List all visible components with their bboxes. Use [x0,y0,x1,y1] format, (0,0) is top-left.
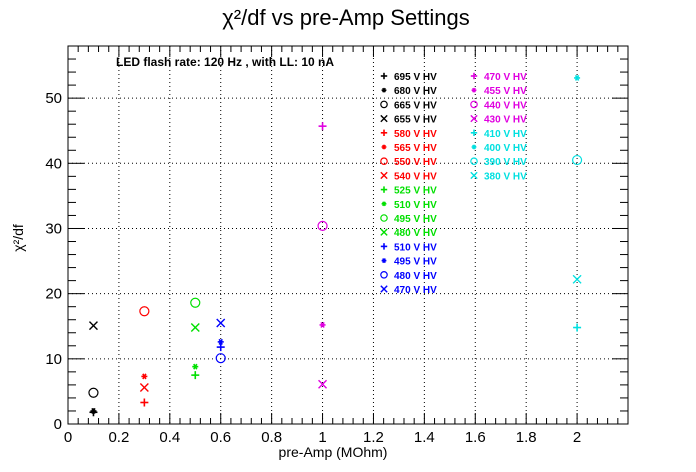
data-point [90,407,97,414]
data-point [190,323,200,333]
legend-label: 510 V HV [394,242,437,253]
y-tick-label: 0 [54,416,62,433]
x-tick-label: 0.6 [210,429,231,446]
legend-label: 390 V HV [484,157,527,168]
legend-label: 400 V HV [484,143,527,154]
data-point [139,383,149,392]
legend-label: 525 V HV [394,186,437,197]
legend-entry: 430 V HV [470,115,527,126]
x-tick-label: 1.8 [516,429,537,446]
legend-label: 430 V HV [484,115,527,126]
legend-label: 380 V HV [484,171,527,182]
x-tick-label: 1.6 [465,429,486,446]
y-axis-title: χ²/df [10,224,26,252]
grid-lines [67,46,628,425]
legend-entry: 380 V HV [470,171,527,182]
data-point [88,387,99,398]
chart-annotation: LED flash rate: 120 Hz , with LL: 10 nA [116,55,334,69]
data-point [215,353,226,364]
data-point [216,318,226,328]
legend-label: 550 V HV [394,157,437,168]
legend-label: 470 V HV [484,72,527,83]
data-point [140,398,149,407]
data-point [190,297,201,308]
data-point [191,371,200,380]
data-point [139,306,150,317]
legend-entry: 480 V HV [380,228,437,239]
x-tick-label: 1.4 [414,429,435,446]
data-point [217,338,224,345]
legend-entry: 480 V HV [380,271,437,282]
legend-label: 480 V HV [394,228,437,239]
data-point [141,373,148,380]
legend-label: 510 V HV [394,200,437,211]
legend-entry: 655 V HV [380,115,437,126]
legend-label: 665 V HV [394,100,437,111]
x-axis-title: pre-Amp (MOhm) [279,444,388,460]
y-tick-label: 20 [45,286,62,303]
y-tick-label: 10 [45,351,62,368]
legend-label: 540 V HV [394,171,437,182]
x-tick-label: 0.2 [108,429,129,446]
legend-label: 565 V HV [394,143,437,154]
legend-label: 695 V HV [394,72,437,83]
data-point [573,323,582,332]
legend-label: 680 V HV [394,86,437,97]
legend-label: 410 V HV [484,129,527,140]
legend-entry: 410 V HV [470,129,527,140]
legend-entry: 550 V HV [380,157,437,168]
legend-entry: 565 V HV [381,143,437,154]
legend-entry: 440 V HV [470,100,527,111]
plot-frame [67,45,629,425]
legend-label: 655 V HV [394,115,437,126]
data-point [318,122,327,131]
x-tick-label: 0.4 [159,429,180,446]
data-point [317,220,328,231]
data-point [88,321,98,331]
data-point [574,74,581,81]
legend-entry: 400 V HV [471,143,527,154]
legend-entry: 495 V HV [381,257,437,268]
legend-entry: 665 V HV [380,100,437,111]
data-point [571,154,583,166]
x-tick-label: 0.8 [261,429,282,446]
legend-entry: 510 V HV [381,200,437,211]
chart-title: χ²/df vs pre-Amp Settings [222,5,470,30]
y-tick-label: 30 [45,220,62,237]
x-tick-label: 1 [318,429,326,446]
x-tick-label: 1.2 [363,429,384,446]
data-point [319,321,326,328]
legend-label: 470 V HV [394,285,437,296]
x-tick-label: 0 [64,429,72,446]
legend-entry: 495 V HV [380,214,437,225]
legend-entry: 470 V HV [470,72,527,83]
legend-entry: 540 V HV [380,171,437,182]
data-point [192,363,199,370]
legend-entry: 455 V HV [471,86,527,97]
legend-label: 495 V HV [394,214,437,225]
legend-entry: 390 V HV [470,157,527,168]
legend-label: 495 V HV [394,257,437,268]
y-tick-label: 50 [45,90,62,107]
legend-label: 580 V HV [394,129,437,140]
data-point [216,343,225,352]
legend-entry: 525 V HV [380,186,437,197]
legend-entry: 580 V HV [380,129,437,140]
legend-label: 455 V HV [484,86,527,97]
data-point [318,379,328,389]
data-points [88,74,583,417]
legend-entry: 695 V HV [380,72,437,83]
legend-entry: 470 V HV [380,285,437,296]
data-point [572,274,582,284]
legend-entry: 680 V HV [381,86,437,97]
legend-label: 440 V HV [484,100,527,111]
y-tick-label: 40 [45,155,62,172]
legend: 695 V HV 680 V HV 665 V HV 655 V HV 580 V HV… [380,72,527,296]
x-tick-label: 2 [573,429,581,446]
legend-entry: 510 V HV [380,242,437,253]
legend-label: 480 V HV [394,271,437,282]
